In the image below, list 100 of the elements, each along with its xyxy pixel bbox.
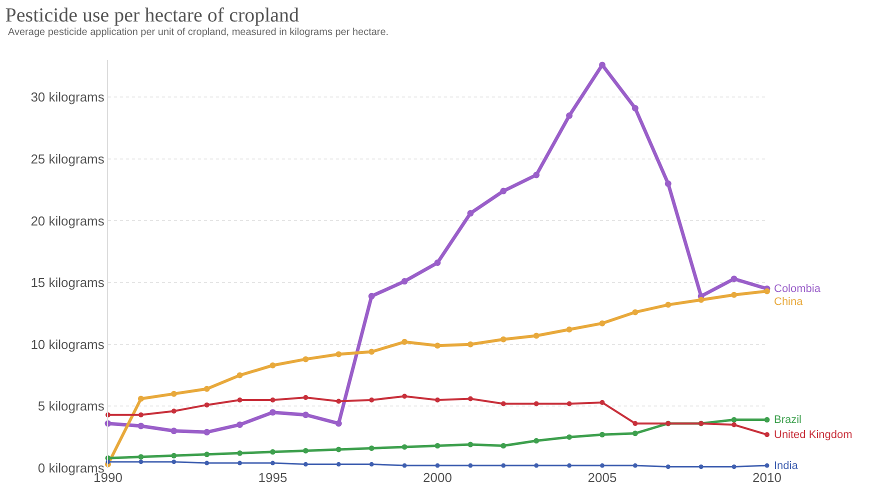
y-tick-label: 25 kilograms [30, 151, 105, 166]
point [236, 421, 244, 428]
y-tick-label: 30 kilograms [30, 90, 105, 105]
point [764, 417, 770, 423]
point [238, 460, 242, 466]
point [302, 412, 309, 418]
point [171, 452, 177, 458]
point [302, 448, 308, 454]
point [666, 464, 670, 470]
point [170, 390, 177, 397]
point [534, 401, 539, 406]
point [434, 260, 441, 266]
point [270, 362, 276, 368]
point [434, 342, 440, 349]
point [566, 401, 572, 406]
point [303, 395, 308, 400]
series-label: India [774, 460, 799, 472]
x-tick-label: 2000 [423, 470, 452, 485]
series-label: Colombia [774, 283, 822, 295]
point [336, 351, 342, 358]
point [500, 336, 506, 342]
point [534, 463, 539, 468]
point [501, 463, 506, 468]
point [732, 422, 737, 428]
point [566, 326, 572, 333]
point [632, 420, 638, 426]
point [600, 400, 605, 405]
point [302, 356, 309, 362]
y-tick-label: 5 kilograms [38, 398, 105, 414]
point [731, 417, 737, 423]
point [566, 112, 573, 119]
series-label: United Kingdom [774, 429, 852, 441]
point [138, 422, 144, 430]
point [533, 172, 540, 178]
point [336, 446, 342, 452]
point [730, 276, 738, 282]
point [566, 434, 572, 440]
series-label: China [774, 296, 804, 308]
point [138, 412, 144, 418]
point [664, 180, 672, 187]
point [172, 460, 176, 464]
point [270, 449, 276, 455]
x-tick-label: 2005 [588, 470, 617, 485]
point [698, 464, 704, 470]
point [599, 62, 606, 68]
point [567, 463, 572, 468]
y-tick-label: 10 kilograms [30, 336, 105, 352]
point [368, 445, 374, 451]
point [369, 462, 374, 467]
point [303, 462, 308, 467]
point [534, 438, 540, 444]
point [237, 398, 242, 402]
point [600, 463, 604, 468]
point [170, 428, 178, 434]
point [698, 296, 704, 303]
point [204, 386, 210, 392]
x-tick-label: 1995 [258, 470, 288, 485]
point [138, 460, 144, 464]
point [402, 444, 408, 450]
point [468, 442, 474, 448]
point [500, 188, 507, 194]
point [632, 309, 638, 316]
point [764, 288, 770, 294]
point [468, 396, 473, 402]
point [632, 104, 638, 112]
point [500, 401, 506, 406]
point [402, 394, 408, 399]
point [468, 463, 473, 468]
point [369, 398, 374, 402]
point [402, 338, 408, 345]
series-label: Brazil [774, 414, 802, 426]
point [270, 460, 275, 466]
y-tick-label: 20 kilograms [30, 213, 105, 228]
point [336, 462, 341, 467]
point [138, 396, 144, 402]
point [138, 454, 144, 460]
point [402, 463, 407, 468]
point [270, 398, 276, 402]
chart-title: Pesticide use per hectare of cropland [5, 4, 300, 26]
point [467, 341, 474, 348]
point [204, 402, 210, 408]
y-tick-label: 15 kilograms [30, 275, 105, 290]
point [335, 420, 342, 427]
point [236, 372, 243, 378]
point [467, 210, 474, 217]
point [270, 409, 276, 416]
point [764, 463, 770, 468]
point [204, 452, 210, 458]
point [204, 428, 210, 436]
point [632, 463, 638, 468]
point [237, 450, 243, 456]
point [600, 432, 605, 438]
point [500, 443, 506, 448]
point [435, 398, 440, 402]
point [533, 332, 540, 339]
point [204, 460, 210, 466]
point [401, 278, 408, 285]
point [336, 398, 342, 404]
point [764, 432, 770, 438]
chart-subtitle: Average pesticide application per unit of cropland, measured in kilograms per hectare. [8, 27, 389, 38]
